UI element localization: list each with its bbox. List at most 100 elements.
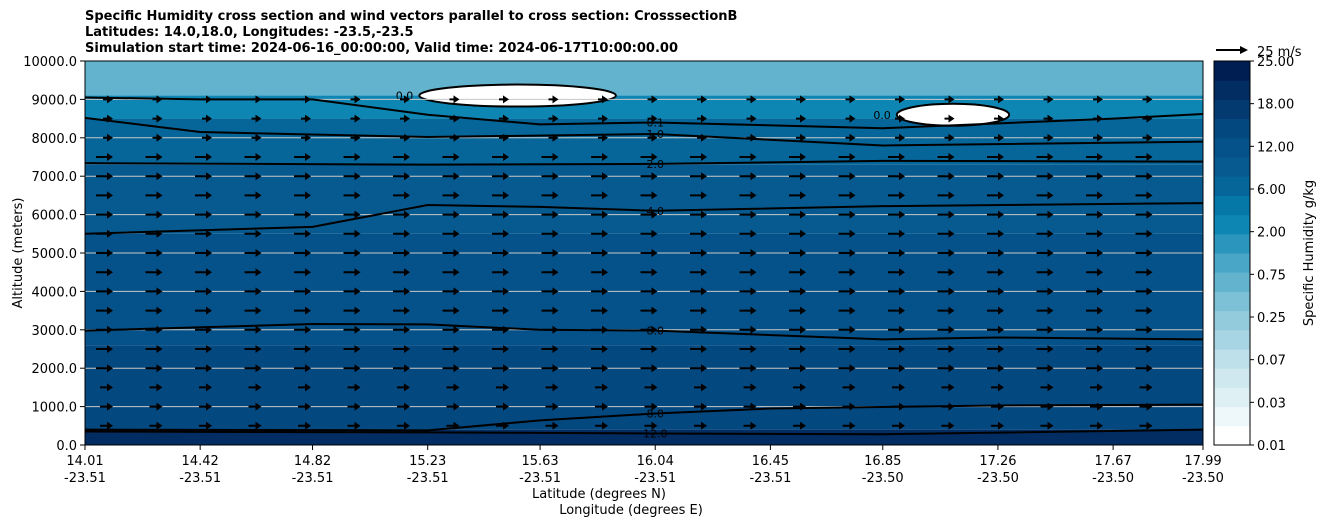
y-tick-label-7: 7000.0 bbox=[32, 170, 78, 185]
wind-arrow-168 bbox=[789, 287, 806, 296]
wind-arrow-33 bbox=[644, 402, 658, 411]
wind-arrow-346 bbox=[895, 133, 905, 142]
wind-arrow-12 bbox=[694, 421, 707, 430]
wind-arrow-370 bbox=[994, 114, 1004, 123]
wind-arrow-272 bbox=[492, 191, 509, 200]
wind-arrow-146 bbox=[789, 306, 806, 315]
wind-arrow-72 bbox=[393, 364, 410, 373]
wind-arrow-125 bbox=[838, 325, 856, 334]
wind-arrow-15 bbox=[842, 421, 856, 430]
wind-arrow-339 bbox=[548, 133, 559, 142]
wind-arrow-5 bbox=[347, 421, 361, 430]
wind-arrow-317 bbox=[541, 153, 559, 161]
colorbar-tick-label-5: 2.00 bbox=[1257, 226, 1286, 241]
wind-arrow-171 bbox=[937, 287, 955, 296]
wind-arrow-64 bbox=[1090, 383, 1103, 392]
wind-arrow-324 bbox=[888, 153, 905, 161]
colorbar-swatch-13 bbox=[1214, 176, 1250, 196]
wind-arrow-113 bbox=[244, 325, 262, 334]
wind-arrow-313 bbox=[343, 153, 361, 161]
wind-arrow-357 bbox=[350, 114, 361, 123]
wind-arrow-56 bbox=[694, 383, 707, 392]
wind-arrow-195 bbox=[1036, 268, 1054, 277]
y-tick-label-3: 3000.0 bbox=[32, 324, 78, 339]
wind-arrow-219 bbox=[1135, 249, 1153, 257]
x-tick-label-lon-7: -23.50 bbox=[862, 471, 904, 486]
wind-arrow-351 bbox=[1142, 133, 1153, 142]
wind-arrow-47 bbox=[248, 383, 262, 392]
wind-arrow-356 bbox=[301, 114, 311, 123]
wind-arrow-217 bbox=[1036, 249, 1054, 257]
wind-arrow-248 bbox=[393, 210, 410, 219]
wind-arrow-25 bbox=[248, 402, 262, 411]
wind-arrow-384 bbox=[598, 95, 608, 104]
wind-key-arrow bbox=[1216, 46, 1248, 54]
x-tick-label-lon-9: -23.50 bbox=[1092, 471, 1134, 486]
x-tick-label-lon-2: -23.51 bbox=[292, 471, 334, 486]
wind-arrow-244 bbox=[195, 210, 212, 219]
wind-arrow-383 bbox=[548, 95, 559, 104]
wind-arrow-235 bbox=[838, 229, 856, 238]
wind-arrow-301 bbox=[838, 172, 856, 181]
wind-arrow-274 bbox=[591, 191, 608, 200]
wind-arrow-209 bbox=[640, 249, 658, 257]
wind-arrow-26 bbox=[298, 402, 311, 411]
wind-arrow-104 bbox=[888, 345, 905, 353]
wind-arrow-50 bbox=[397, 383, 410, 392]
y-tick-label-0: 0.0 bbox=[56, 439, 77, 454]
wind-arrow-206 bbox=[492, 249, 509, 257]
wind-arrow-68 bbox=[195, 364, 212, 373]
wind-arrow-226 bbox=[393, 229, 410, 238]
wind-arrow-265 bbox=[145, 191, 163, 200]
wind-arrow-379 bbox=[350, 95, 361, 104]
colorbar-tick-label-4: 0.75 bbox=[1257, 268, 1286, 283]
wind-arrow-218 bbox=[1086, 249, 1103, 257]
wind-arrow-158 bbox=[294, 287, 311, 296]
x-tick-label-lat-3: 15.23 bbox=[409, 454, 446, 469]
wind-arrow-326 bbox=[987, 153, 1004, 161]
wind-arrow-153 bbox=[1135, 306, 1153, 315]
wind-arrow-212 bbox=[789, 249, 806, 257]
wind-arrow-17 bbox=[941, 421, 955, 430]
colorbar-swatch-16 bbox=[1214, 118, 1250, 139]
wind-arrow-62 bbox=[991, 383, 1004, 392]
wind-arrow-223 bbox=[244, 229, 262, 238]
y-tick-label-1: 1000.0 bbox=[32, 401, 78, 416]
wind-arrow-175 bbox=[1135, 287, 1153, 296]
wind-arrow-204 bbox=[393, 249, 410, 257]
wind-arrow-58 bbox=[793, 383, 806, 392]
wind-arrow-88 bbox=[96, 345, 113, 353]
wind-arrow-54 bbox=[595, 383, 608, 392]
x-tick-label-lat-6: 16.45 bbox=[752, 454, 789, 469]
wind-arrow-365 bbox=[746, 114, 757, 123]
wind-arrow-284 bbox=[1086, 191, 1103, 200]
wind-arrow-208 bbox=[591, 249, 608, 257]
wind-arrow-291 bbox=[343, 172, 361, 181]
colorbar-swatch-0 bbox=[1214, 425, 1250, 446]
wind-arrow-106 bbox=[987, 345, 1004, 353]
wind-arrow-273 bbox=[541, 191, 559, 200]
wind-arrow-108 bbox=[1086, 345, 1103, 353]
wind-arrow-302 bbox=[888, 172, 905, 181]
wind-arrow-347 bbox=[944, 133, 955, 142]
colorbar-swatch-3 bbox=[1214, 368, 1250, 388]
wind-arrow-211 bbox=[739, 249, 757, 257]
x-tick-label-lat-1: 14.42 bbox=[182, 454, 219, 469]
wind-arrow-289 bbox=[244, 172, 262, 181]
wind-arrow-160 bbox=[393, 287, 410, 296]
wind-arrow-236 bbox=[888, 229, 905, 238]
wind-arrow-100 bbox=[690, 345, 707, 353]
wind-arrow-299 bbox=[739, 172, 757, 181]
wind-arrow-294 bbox=[492, 172, 509, 181]
wind-arrow-207 bbox=[541, 249, 559, 257]
wind-arrow-188 bbox=[690, 268, 707, 277]
chart-title: Specific Humidity cross section and wind… bbox=[85, 9, 737, 57]
wind-arrow-233 bbox=[739, 229, 757, 238]
wind-arrow-342 bbox=[697, 133, 707, 142]
wind-arrow-201 bbox=[244, 249, 262, 257]
wind-arrow-237 bbox=[937, 229, 955, 238]
wind-arrow-393 bbox=[1043, 95, 1054, 104]
colorbar-tick-label-7: 12.00 bbox=[1257, 140, 1294, 155]
wind-arrow-75 bbox=[541, 364, 559, 373]
dry-pocket-0 bbox=[418, 83, 617, 108]
